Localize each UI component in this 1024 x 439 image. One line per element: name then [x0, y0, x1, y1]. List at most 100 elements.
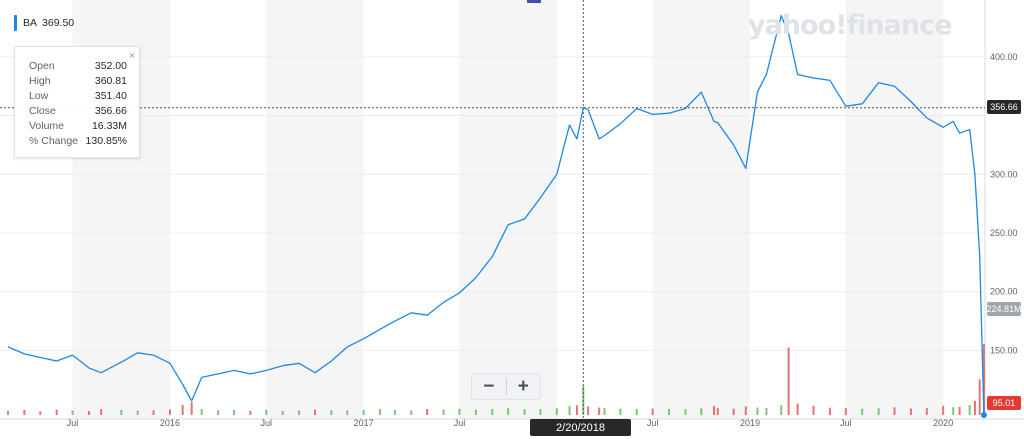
volume-bar — [668, 408, 671, 415]
tooltip-row-high: High 360.81 — [29, 75, 127, 90]
volume-bar — [249, 410, 252, 415]
price-line-series — [7, 15, 987, 418]
zoom-out-button[interactable]: − — [483, 375, 495, 397]
crosshair-date-badge: 2/20/2018 — [530, 419, 631, 436]
volume-bar — [958, 406, 961, 415]
volume-bar — [568, 406, 571, 415]
volume-bar — [973, 400, 976, 415]
volume-bar — [55, 409, 58, 415]
price-line — [7, 15, 985, 416]
volume-bar — [190, 402, 193, 415]
volume-bar — [787, 347, 790, 415]
y-tick-label: 400.00 — [990, 52, 1018, 62]
tooltip-value: 356.66 — [94, 105, 127, 117]
tooltip-label: High — [29, 75, 51, 87]
volume-bar — [844, 407, 847, 415]
x-tick-label: 2016 — [160, 418, 180, 428]
volume-bar — [442, 409, 445, 415]
tooltip-label: Low — [29, 90, 49, 102]
volume-bar — [232, 410, 235, 415]
volume-bar — [893, 407, 896, 415]
volume-bar — [523, 409, 526, 415]
volume-bar — [136, 410, 139, 415]
x-tick-label: Jul — [67, 418, 79, 428]
ticker-price: 369.50 — [42, 17, 75, 29]
volume-bar — [491, 408, 494, 415]
volume-bar — [152, 410, 155, 415]
volume-bar — [877, 408, 880, 415]
volume-bar — [978, 379, 981, 415]
period-band — [652, 0, 751, 419]
volume-bar — [732, 408, 735, 415]
x-tick-label: Jul — [840, 418, 852, 428]
tooltip-value: 16.33M — [91, 120, 127, 132]
volume-bar — [393, 410, 396, 415]
volume-bar — [346, 410, 349, 415]
volume-bar — [298, 410, 301, 415]
volume-bar — [952, 407, 955, 415]
x-tick-label: Jul — [454, 418, 466, 428]
volume-bar — [281, 410, 284, 415]
volume-bar — [603, 408, 606, 415]
y-tick-label: 250.00 — [990, 228, 1018, 238]
volume-bar — [330, 410, 333, 415]
close-icon[interactable]: × — [128, 50, 135, 62]
volume-bar — [765, 407, 768, 415]
volume-bar — [426, 409, 429, 415]
volume-bar — [828, 407, 831, 415]
period-band — [459, 0, 557, 419]
volume-bar — [968, 405, 971, 415]
alternating-period-bands — [72, 0, 944, 419]
volume-bar — [713, 405, 716, 415]
last-point-marker — [980, 411, 987, 418]
y-tick-label: 150.00 — [990, 345, 1018, 355]
volume-bar — [507, 408, 510, 415]
crosshair — [0, 0, 985, 419]
volume-bar — [587, 406, 590, 415]
volume-bar — [181, 405, 184, 415]
volume-bar — [861, 408, 864, 415]
yahoo-finance-logo: yahoo!finance — [748, 10, 952, 41]
volume-bar — [744, 406, 747, 415]
volume-bar — [362, 409, 365, 415]
volume-bar — [812, 405, 815, 415]
tooltip-row-volume: Volume 16.33M — [29, 120, 127, 135]
ticker-label[interactable]: BA 369.50 — [14, 13, 74, 33]
volume-bar — [313, 409, 316, 415]
volume-bar — [379, 409, 382, 415]
tooltip-label: Close — [29, 105, 56, 117]
tooltip-row-open: Open 352.00 — [29, 60, 127, 75]
x-tick-label: 2017 — [354, 418, 374, 428]
y-tick-label: 200.00 — [990, 287, 1018, 297]
tooltip-row-change: % Change 130.85% — [29, 135, 127, 150]
tooltip-row-low: Low 351.40 — [29, 90, 127, 105]
volume-bar — [458, 408, 461, 415]
volume-bar — [217, 410, 220, 415]
tooltip-label: % Change — [29, 135, 79, 147]
volume-bar — [684, 409, 687, 415]
tooltip-value: 360.81 — [94, 75, 127, 87]
range-drag-handle[interactable] — [527, 0, 541, 3]
tooltip-label: Open — [29, 60, 55, 72]
volume-bar — [716, 408, 719, 415]
zoom-control: − + — [471, 373, 541, 400]
volume-bar — [7, 410, 9, 415]
volume-bar — [410, 410, 413, 415]
volume-bar — [909, 408, 912, 415]
volume-bar — [87, 411, 90, 415]
volume-badge: 95.01 — [987, 396, 1021, 410]
volume-bar — [168, 409, 171, 415]
tooltip-value: 352.00 — [94, 60, 127, 72]
y-tick-label: 300.00 — [990, 169, 1018, 179]
x-axis-tick-labels: Jul 2016 Jul 2017 Jul Jul 2019 Jul 2020 — [67, 418, 953, 428]
zoom-in-button[interactable]: + — [517, 375, 529, 397]
volume-bar — [575, 405, 578, 415]
volume-bar — [265, 409, 268, 415]
ohlc-tooltip: × Open 352.00 High 360.81 Low 351.40 Clo… — [14, 46, 140, 158]
volume-bar — [598, 407, 601, 415]
crosshair-value-badge: 356.66 — [987, 100, 1021, 114]
volume-bar — [756, 407, 759, 415]
volume-bar — [120, 409, 123, 415]
volume-bar — [200, 409, 203, 415]
